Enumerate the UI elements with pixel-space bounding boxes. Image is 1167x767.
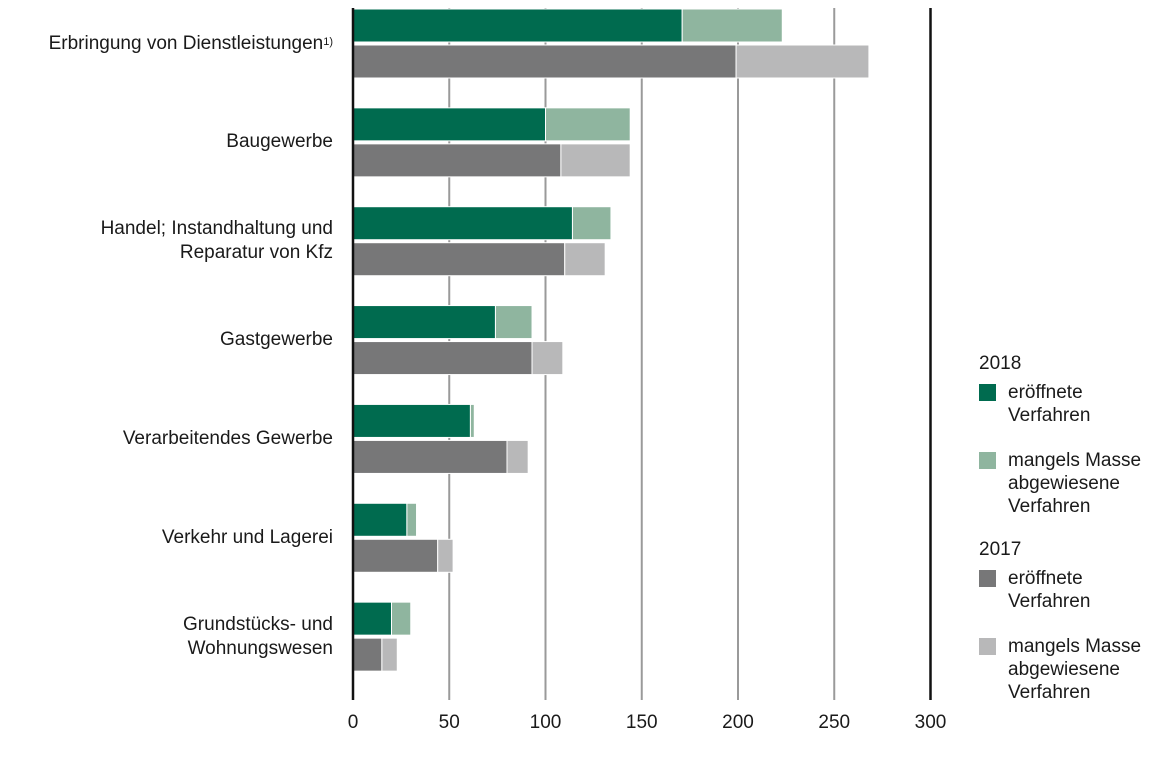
legend-item: mangels Masse abgewiesene Verfahren bbox=[979, 449, 1141, 518]
legend-swatch bbox=[979, 452, 996, 469]
category-label-line: Baugewerbe bbox=[226, 131, 333, 153]
bar-2017-series-0-cat-4 bbox=[352, 439, 508, 474]
bar-2018-series-1-cat-2 bbox=[571, 206, 612, 241]
x-tick-label: 150 bbox=[625, 712, 658, 733]
category-label: Verarbeitendes Gewerbe bbox=[123, 427, 333, 451]
bar-2017-series-1-cat-1 bbox=[560, 143, 631, 178]
bar-2017-series-0-cat-6 bbox=[352, 637, 383, 672]
footnote-marker: 1) bbox=[323, 35, 333, 48]
category-label: Grundstücks- und Wohnungswesen bbox=[183, 613, 333, 661]
bar-2018-series-0-cat-2 bbox=[352, 206, 573, 241]
legend-group-title: 2018 bbox=[979, 353, 1022, 374]
legend-label: mangels Masse abgewiesene Verfahren bbox=[1008, 636, 1142, 703]
legend-item: eröffnete Verfahren bbox=[979, 381, 1141, 427]
bar-2017-series-0-cat-3 bbox=[352, 341, 533, 376]
bar-2018-series-0-cat-1 bbox=[352, 107, 546, 142]
legend-item: mangels Masse abgewiesene Verfahren bbox=[979, 635, 1141, 704]
x-tick-label: 250 bbox=[818, 712, 851, 733]
bar-2018-series-0-cat-4 bbox=[352, 403, 471, 438]
legend-label: eröffnete Verfahren bbox=[1008, 382, 1091, 426]
bar-2017-series-1-cat-3 bbox=[531, 341, 564, 376]
bar-2018-series-1-cat-3 bbox=[494, 305, 533, 340]
bar-2017-series-0-cat-1 bbox=[352, 143, 562, 178]
bar-2018-series-1-cat-4 bbox=[469, 403, 475, 438]
x-tick-label: 100 bbox=[529, 712, 562, 733]
category-label: Verkehr und Lagerei bbox=[162, 526, 333, 550]
legend-swatch bbox=[979, 638, 996, 655]
bar-2018-series-0-cat-0 bbox=[352, 8, 683, 43]
bar-2018-series-0-cat-5 bbox=[352, 502, 408, 537]
bar-2017-series-1-cat-6 bbox=[381, 637, 398, 672]
legend-item: eröffnete Verfahren bbox=[979, 567, 1141, 613]
bar-2018-series-0-cat-6 bbox=[352, 601, 392, 636]
category-label-line: Erbringung von Dienstleistungen bbox=[48, 32, 324, 54]
bar-2017-series-1-cat-0 bbox=[735, 44, 870, 79]
bar-2017-series-1-cat-2 bbox=[564, 242, 606, 277]
x-tick-label: 200 bbox=[722, 712, 754, 733]
legend-group: 2017 eröffnete Verfahren mangels Masse abg… bbox=[979, 538, 1141, 704]
category-label: Handel; Instandhaltung und Reparatur von … bbox=[101, 217, 333, 265]
category-label: Erbringung von Dienstleistungen1) bbox=[49, 32, 333, 56]
legend-label: mangels Masse abgewiesene Verfahren bbox=[1008, 450, 1142, 517]
bar-2018-series-0-cat-3 bbox=[352, 305, 496, 340]
category-label-line: Wohnungswesen bbox=[187, 637, 333, 659]
category-label: Baugewerbe bbox=[226, 130, 333, 154]
bar-2017-series-1-cat-4 bbox=[506, 439, 529, 474]
bar-2017-series-0-cat-0 bbox=[352, 44, 737, 79]
bar-2017-series-0-cat-5 bbox=[352, 538, 439, 573]
bar-2018-series-1-cat-6 bbox=[391, 601, 412, 636]
legend-label: eröffnete Verfahren bbox=[1008, 568, 1091, 612]
category-label-line: Grundstücks- und bbox=[183, 613, 333, 635]
category-label-line: Verkehr und Lagerei bbox=[161, 526, 333, 548]
category-label-line: Gastgewerbe bbox=[219, 329, 333, 351]
legend-group-title: 2017 bbox=[979, 539, 1022, 560]
bar-2018-series-1-cat-0 bbox=[681, 8, 783, 43]
legend: 2018 eröffnete Verfahren mangels Masse abg… bbox=[979, 352, 1141, 726]
x-tick-label: 0 bbox=[347, 712, 359, 733]
category-label-line: Reparatur von Kfz bbox=[179, 242, 333, 264]
bar-2018-series-1-cat-5 bbox=[406, 502, 418, 537]
category-label: Gastgewerbe bbox=[220, 328, 333, 352]
legend-swatch bbox=[979, 570, 996, 587]
category-label-line: Handel; Instandhaltung und bbox=[100, 218, 333, 240]
x-tick-label: 50 bbox=[438, 712, 460, 733]
legend-group: 2018 eröffnete Verfahren mangels Masse abg… bbox=[979, 352, 1141, 518]
bar-2017-series-0-cat-2 bbox=[352, 242, 566, 277]
x-tick-label: 300 bbox=[914, 712, 947, 733]
category-label-line: Verarbeitendes Gewerbe bbox=[122, 427, 333, 449]
bar-2018-series-1-cat-1 bbox=[545, 107, 631, 142]
legend-swatch bbox=[979, 384, 996, 401]
bar-2017-series-1-cat-5 bbox=[437, 538, 454, 573]
